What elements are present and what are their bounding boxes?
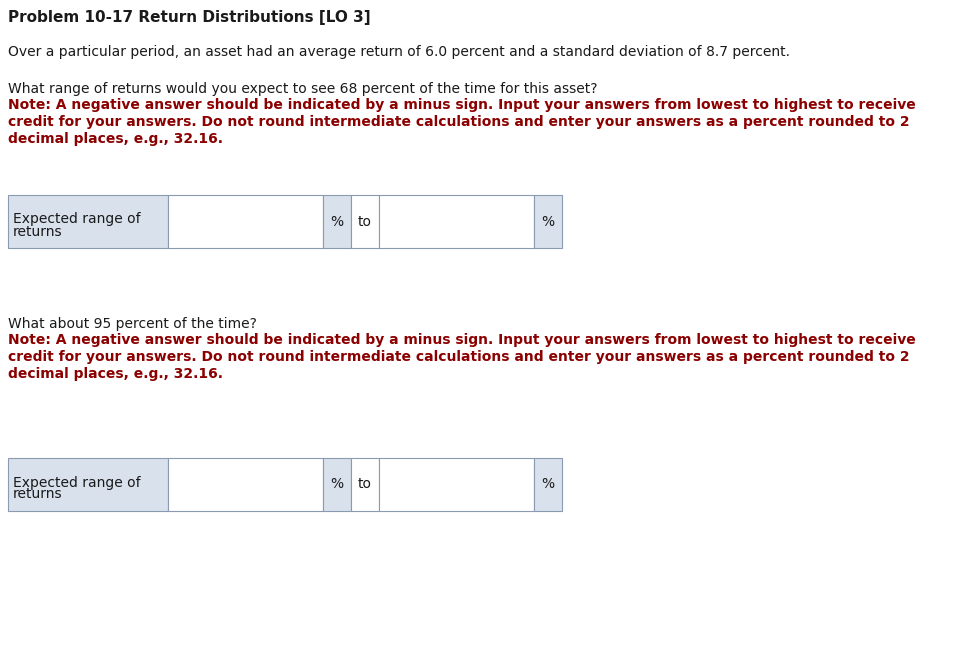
Text: %: % [330,214,343,228]
Text: %: % [541,214,554,228]
Text: What about 95 percent of the time?: What about 95 percent of the time? [8,317,257,331]
Bar [351,195,379,248]
Text: Over a particular period, an asset had an average return of 6.0 percent and a st: Over a particular period, an asset had a… [8,45,789,59]
Bar [533,458,562,511]
Bar [168,195,322,248]
Text: Expected range of: Expected range of [13,475,141,489]
Text: Expected range of: Expected range of [13,212,141,226]
Bar [8,458,168,511]
Bar [379,458,533,511]
Bar [8,195,168,248]
Text: returns: returns [13,487,63,501]
Bar [379,195,533,248]
Text: decimal places, e.g., 32.16.: decimal places, e.g., 32.16. [8,132,223,146]
Text: decimal places, e.g., 32.16.: decimal places, e.g., 32.16. [8,367,223,381]
Text: Problem 10-17 Return Distributions [LO 3]: Problem 10-17 Return Distributions [LO 3… [8,10,370,25]
Text: credit for your answers. Do not round intermediate calculations and enter your a: credit for your answers. Do not round in… [8,115,909,129]
Text: to: to [358,214,371,228]
Bar [322,458,351,511]
Text: %: % [330,477,343,491]
Bar [533,195,562,248]
Text: Note: A negative answer should be indicated by a minus sign. Input your answers : Note: A negative answer should be indica… [8,333,914,347]
Bar [168,458,322,511]
Text: returns: returns [13,224,63,238]
Bar [351,458,379,511]
Text: What range of returns would you expect to see 68 percent of the time for this as: What range of returns would you expect t… [8,82,597,96]
Text: %: % [541,477,554,491]
Text: to: to [358,477,371,491]
Bar [322,195,351,248]
Text: credit for your answers. Do not round intermediate calculations and enter your a: credit for your answers. Do not round in… [8,350,909,364]
Text: Note: A negative answer should be indicated by a minus sign. Input your answers : Note: A negative answer should be indica… [8,98,914,112]
